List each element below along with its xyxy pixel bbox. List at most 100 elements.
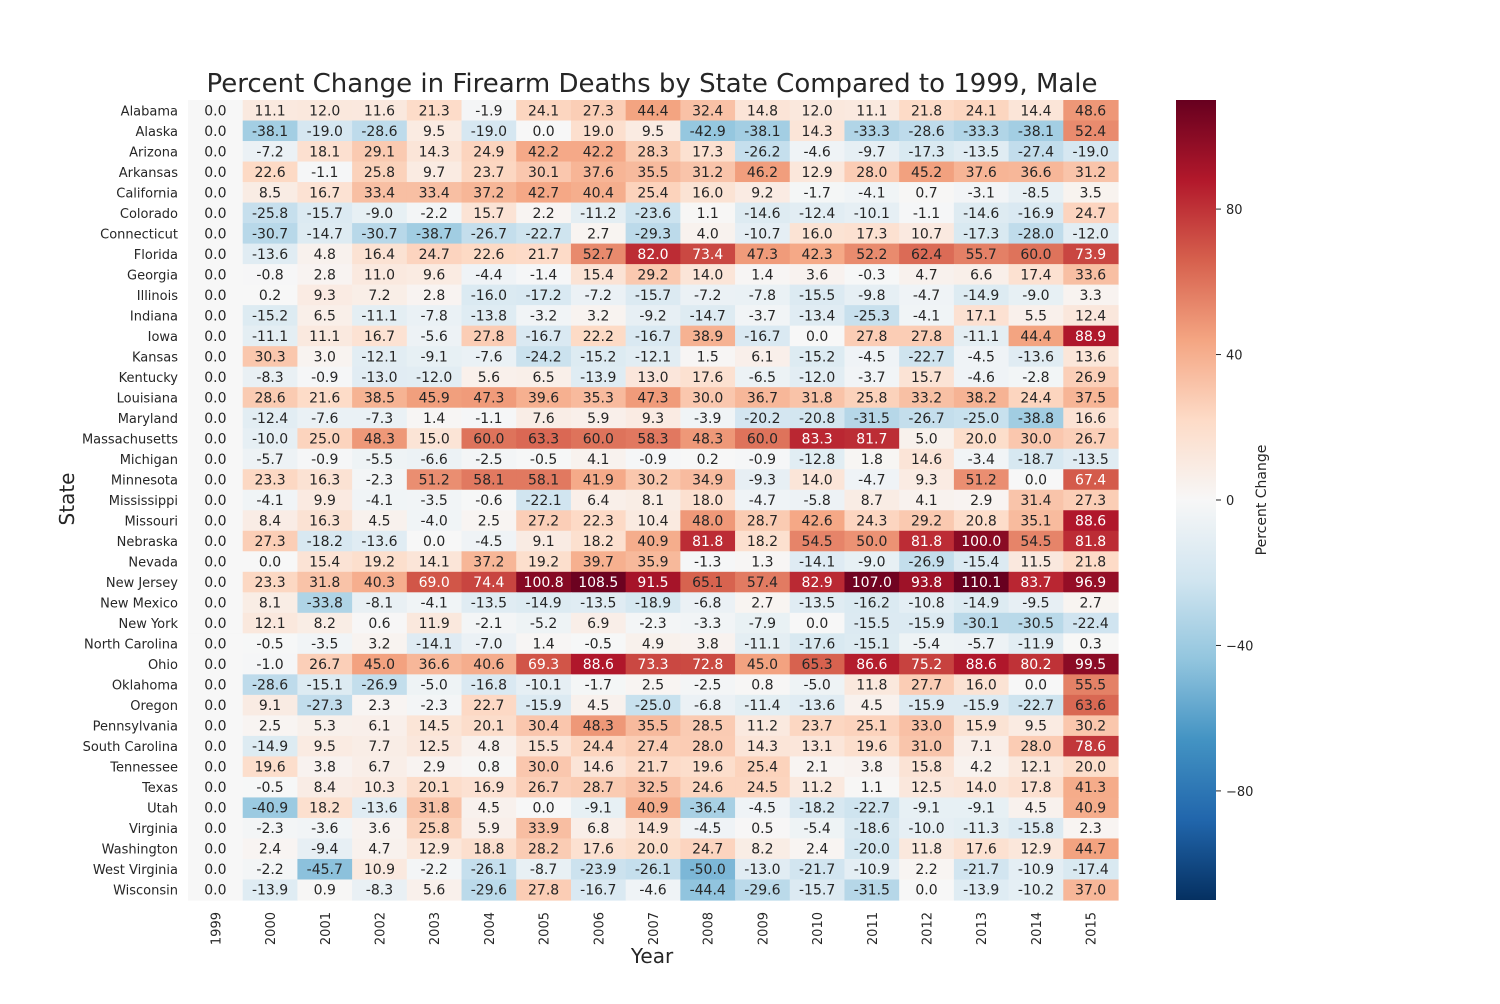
cell-value-label: -27.3 (307, 698, 343, 714)
heatmap-cell (625, 100, 681, 122)
heatmap-cell (789, 161, 846, 183)
cell-value-label: 31.2 (692, 165, 723, 181)
heatmap-cell (188, 817, 244, 840)
heatmap-cell (680, 366, 736, 388)
heatmap-cell (406, 366, 463, 388)
heatmap-cell (899, 469, 955, 491)
cell-value-label: 30.4 (528, 719, 559, 735)
cell-value-label: 93.8 (911, 575, 942, 591)
cell-value-label: -4.5 (968, 349, 995, 365)
cell-value-label: 45.0 (747, 657, 778, 673)
cell-value-label: 1.3 (751, 555, 773, 571)
heatmap-cell (789, 715, 846, 737)
cell-value-label: 9.3 (915, 472, 937, 488)
heatmap-cell (735, 858, 791, 881)
heatmap-cell (461, 100, 517, 122)
heatmap-cell (899, 510, 955, 532)
cell-value-label: -33.3 (963, 124, 999, 140)
cell-value-label: 40.9 (637, 534, 668, 550)
heatmap-cell (188, 489, 244, 511)
heatmap-cell (1008, 469, 1064, 491)
cell-value-label: -10.9 (1018, 862, 1054, 878)
cell-value-label: 42.2 (583, 144, 614, 160)
heatmap-cell (680, 797, 736, 819)
heatmap-cell (461, 776, 517, 799)
heatmap-cell (789, 797, 846, 819)
cell-value-label: 16.0 (966, 678, 997, 694)
cell-value-label: 0.8 (478, 760, 500, 776)
heatmap-cell (899, 243, 955, 265)
heatmap-cell (1008, 223, 1064, 245)
heatmap-cell (188, 571, 244, 593)
heatmap-cell (352, 325, 408, 347)
heatmap-cell (570, 735, 627, 758)
cell-value-label: 24.6 (692, 780, 723, 796)
cell-value-label: -4.0 (421, 514, 448, 530)
heatmap-cell (1063, 448, 1119, 470)
cell-value-label: 60.0 (747, 431, 778, 447)
cell-value-label: -14.9 (252, 739, 288, 755)
heatmap-cell (1063, 469, 1119, 491)
heatmap-cell (297, 223, 353, 245)
cell-value-label: -0.5 (530, 452, 557, 468)
heatmap-cell (844, 448, 900, 470)
cell-value-label: -4.7 (913, 288, 940, 304)
cell-value-label: -16.8 (471, 678, 507, 694)
heatmap-cell (789, 407, 846, 429)
heatmap-cell (188, 428, 244, 450)
heatmap-cell (188, 387, 244, 409)
heatmap-cell (570, 305, 627, 327)
heatmap-cell (461, 571, 517, 593)
cell-value-label: -18.2 (799, 801, 835, 817)
heatmap-cell (1008, 756, 1064, 778)
heatmap-cell (844, 756, 900, 778)
cell-value-label: 14.6 (583, 760, 614, 776)
cell-value-label: -13.0 (361, 370, 397, 386)
heatmap-cell (570, 243, 627, 265)
cell-value-label: 91.5 (637, 575, 668, 591)
cell-value-label: 27.2 (528, 514, 559, 530)
heatmap-cell (352, 100, 408, 122)
heatmap-cell (1008, 571, 1064, 593)
cell-value-label: -14.6 (744, 206, 780, 222)
cell-value-label: -16.9 (1018, 206, 1054, 222)
heatmap-cell (789, 264, 846, 286)
heatmap-cell (899, 776, 955, 799)
heatmap-cell (789, 653, 846, 675)
heatmap-cell (735, 223, 791, 245)
heatmap-cell (570, 510, 627, 532)
cell-value-label: -0.8 (256, 267, 283, 283)
cell-value-label: 0.5 (751, 821, 773, 837)
heatmap-cell (680, 448, 736, 470)
cell-value-label: -4.1 (913, 308, 940, 324)
cell-value-label: 40.9 (637, 801, 668, 817)
heatmap-cell (844, 612, 900, 634)
heatmap-cell (789, 817, 846, 840)
heatmap-cell (680, 469, 736, 491)
cell-value-label: -24.2 (525, 349, 561, 365)
heatmap-cell (625, 182, 681, 204)
heatmap-cell (1008, 182, 1064, 204)
cell-value-label: -20.2 (744, 411, 780, 427)
cell-value-label: -5.4 (803, 821, 830, 837)
heatmap-cell (461, 387, 517, 409)
cell-value-label: 1.4 (751, 267, 773, 283)
heatmap-cell (953, 223, 1010, 245)
heatmap-cell (735, 346, 791, 368)
cell-value-label: -15.8 (1018, 821, 1054, 837)
heatmap-cell (735, 530, 791, 552)
heatmap-cell (461, 510, 517, 532)
heatmap-cell (242, 264, 299, 286)
cell-value-label: -15.9 (525, 698, 561, 714)
cell-value-label: 40.3 (364, 575, 395, 591)
cell-value-label: 48.6 (1075, 103, 1106, 119)
cell-value-label: -1.0 (256, 657, 283, 673)
cell-value-label: -10.9 (854, 862, 890, 878)
heatmap-cell (1063, 817, 1119, 840)
heatmap-cell (406, 879, 463, 901)
heatmap-cell (516, 346, 572, 368)
heatmap-cell (406, 305, 463, 327)
cell-value-label: -16.0 (471, 288, 507, 304)
heatmap-cell (188, 879, 244, 901)
heatmap-cell (352, 776, 408, 799)
